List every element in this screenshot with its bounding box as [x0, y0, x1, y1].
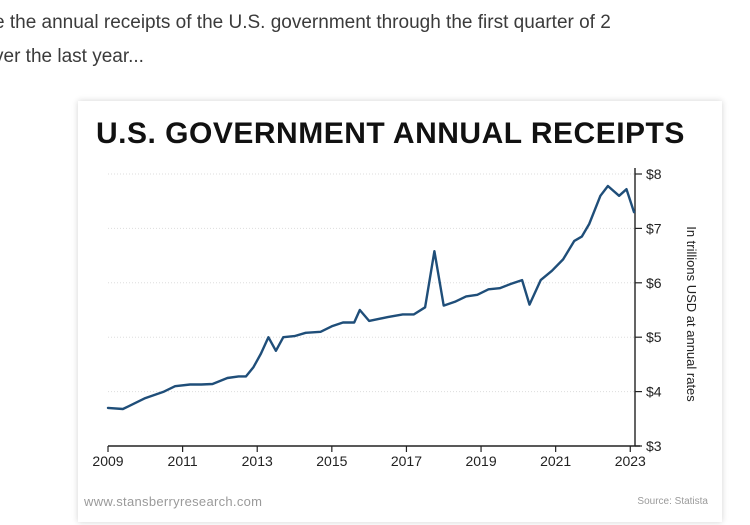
y-tick-label: $8 — [646, 166, 662, 182]
x-tick-label: 2015 — [316, 453, 347, 469]
x-tick-label: 2021 — [540, 453, 571, 469]
website-credit: www.stansberryresearch.com — [84, 494, 263, 509]
intro-line-2: ver the last year... — [0, 46, 144, 67]
chart-title: U.S. GOVERNMENT ANNUAL RECEIPTS — [96, 117, 685, 150]
x-tick-label: 2013 — [242, 453, 273, 469]
source-credit: Source: Statista — [637, 496, 708, 507]
x-tick-label: 2023 — [615, 453, 646, 469]
y-tick-label: $6 — [646, 275, 662, 291]
y-tick-label: $4 — [646, 384, 662, 400]
line-chart: 2009 2011 2013 2015 2017 2019 2021 2023$3 $4 $5 $6… — [92, 166, 699, 469]
y-tick-label: $5 — [646, 329, 662, 345]
y-tick-label: $7 — [646, 220, 662, 236]
series-line-receipts — [106, 184, 636, 411]
x-tick-label: 2019 — [465, 453, 496, 469]
x-tick-label: 2011 — [168, 453, 198, 469]
y-axis-title: In trillions USD at annual rates — [684, 226, 699, 402]
x-tick-label: 2017 — [391, 453, 422, 469]
intro-line-1: e the annual receipts of the U.S. govern… — [0, 12, 611, 33]
x-tick-label: 2009 — [92, 453, 123, 469]
intro-text: e the annual receipts of the U.S. govern… — [0, 6, 750, 74]
y-tick-label: $3 — [646, 438, 662, 454]
chart-card: U.S. GOVERNMENT ANNUAL RECEIPTS 2009 2011… — [78, 101, 722, 522]
